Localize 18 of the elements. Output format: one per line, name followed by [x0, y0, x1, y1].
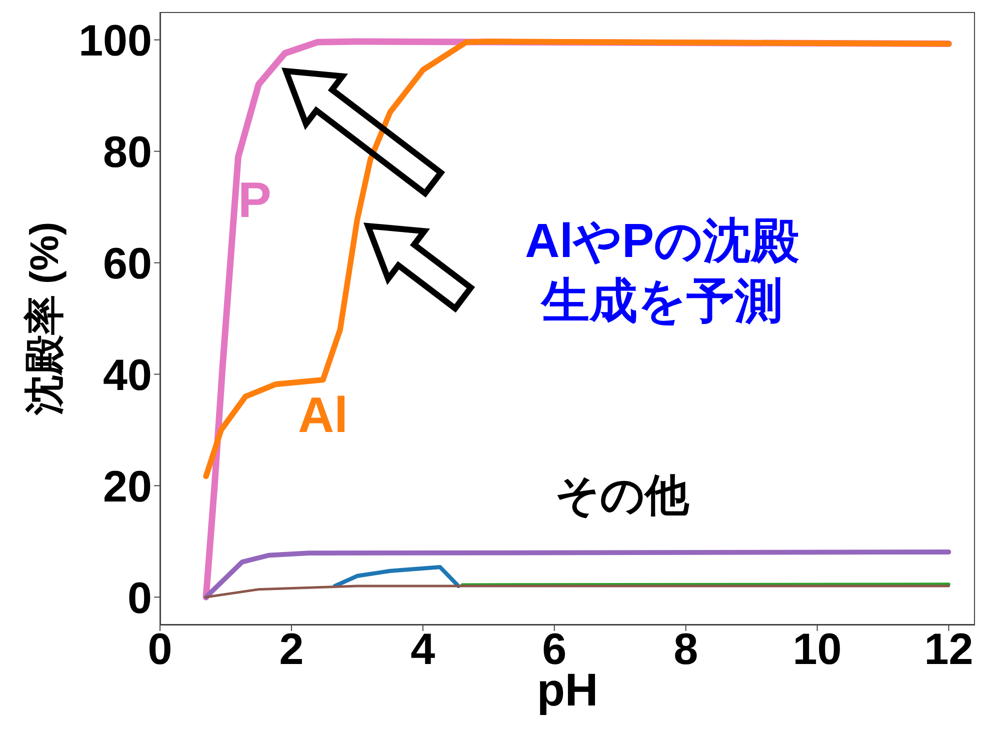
y-tick-label: 100 — [78, 16, 152, 66]
y-axis-title: 沈殿率 (%) — [23, 222, 68, 416]
x-tick-label: 4 — [410, 625, 436, 674]
x-tick-label: 8 — [674, 625, 698, 674]
x-tick-label: 10 — [792, 625, 842, 674]
y-tick-label: 20 — [103, 462, 152, 512]
y-tick-label: 60 — [103, 239, 152, 288]
series-label: Al — [298, 387, 348, 443]
x-tick-label: 12 — [924, 625, 974, 674]
line-series — [204, 550, 952, 600]
y-tick-label: 80 — [103, 128, 152, 177]
annotation: その他 — [555, 470, 689, 522]
y-tick-label: 0 — [128, 574, 152, 623]
x-tick-label: 2 — [279, 625, 304, 674]
y-tick-label: 40 — [103, 350, 152, 400]
line-series — [332, 564, 460, 588]
series-label: P — [238, 172, 272, 228]
annotation: AlやPの沈殿生成を予測 — [524, 214, 800, 330]
